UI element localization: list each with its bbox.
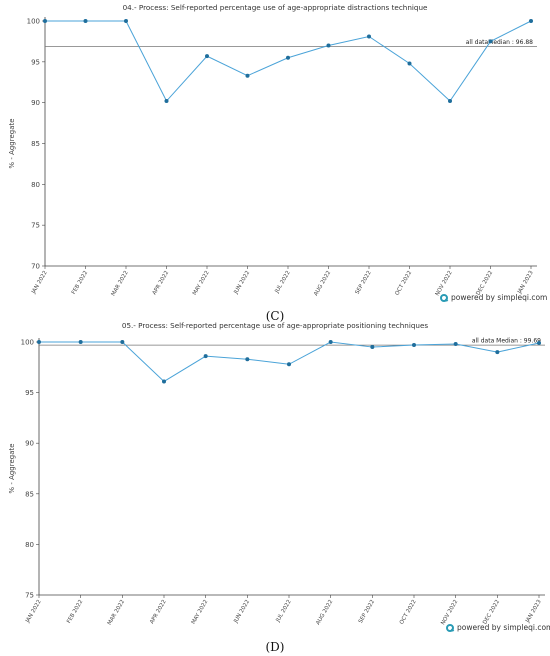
y-tick-label: 100 (21, 339, 34, 347)
powered-by-badge[interactable]: powered by simpleqi.com (446, 623, 550, 632)
data-point (43, 19, 47, 23)
series-line (39, 341, 540, 383)
x-tick-label: OCT 2022 (394, 270, 413, 297)
data-point (407, 61, 412, 66)
data-point (162, 379, 166, 384)
chart-panel-d: 05.- Process: Self-reported percentage u… (0, 318, 550, 656)
y-tick-label: 85 (25, 490, 34, 498)
x-tick-label: MAY 2022 (191, 599, 210, 626)
data-point (287, 362, 291, 367)
data-point (83, 19, 88, 23)
series-line (45, 20, 532, 102)
x-tick-label: OCT 2022 (399, 599, 418, 626)
x-tick-label: FEB 2022 (66, 599, 84, 625)
x-tick-label: FEB 2022 (71, 270, 89, 296)
chart-title: 05.- Process: Self-reported percentage u… (121, 321, 429, 330)
y-tick-label: 75 (25, 592, 34, 600)
x-tick-label: JUN 2022 (233, 270, 251, 296)
y-tick-label: 95 (31, 58, 40, 66)
chart-title: 04.- Process: Self-reported percentage u… (122, 3, 428, 12)
y-axis-label: % - Aggregate (8, 443, 16, 493)
data-point (448, 99, 452, 104)
median-label: all dataMedian : 96.88 (466, 39, 533, 46)
data-point (286, 55, 290, 60)
data-point (245, 357, 250, 362)
x-tick-label: MAY 2022 (192, 270, 211, 297)
x-tick-label: JUL 2022 (275, 599, 293, 624)
y-tick-label: 75 (31, 222, 40, 230)
x-tick-label: MAR 2022 (107, 599, 126, 626)
x-tick-label: APR 2022 (152, 270, 171, 296)
y-axis-label: % - Aggregate (8, 118, 16, 168)
data-point (205, 54, 209, 59)
data-point (488, 39, 493, 44)
x-tick-label: JAN 2022 (24, 599, 42, 625)
data-point (245, 73, 250, 78)
chart-panel-c: 04.- Process: Self-reported percentage u… (0, 0, 550, 328)
x-tick-label: SEP 2022 (355, 270, 373, 296)
y-tick-label: 90 (31, 99, 40, 107)
powered-by-text: powered by simpleqi.com (451, 293, 548, 302)
y-tick-label: 85 (31, 140, 40, 148)
data-point (124, 19, 128, 23)
data-point (37, 340, 41, 344)
x-tick-label: DEC 2022 (482, 599, 501, 626)
y-tick-label: 70 (31, 263, 40, 271)
data-point (164, 99, 169, 104)
x-tick-label: AUG 2022 (313, 270, 332, 297)
y-tick-label: 100 (27, 18, 40, 26)
data-point (370, 345, 375, 350)
y-tick-label: 95 (25, 389, 34, 397)
x-tick-label: JAN 2023 (516, 270, 535, 296)
data-point (495, 350, 500, 355)
figure-caption: (D) (265, 640, 285, 654)
data-point (529, 19, 533, 23)
x-tick-label: AUG 2022 (315, 599, 334, 626)
x-tick-label: MAR 2022 (110, 270, 129, 297)
simpleqi-logo-icon (440, 293, 448, 302)
data-point (453, 342, 458, 347)
powered-by-badge[interactable]: powered by simpleqi.com (440, 293, 547, 302)
x-tick-label: JUN 2022 (233, 599, 251, 625)
data-point (326, 43, 331, 48)
data-point (412, 343, 416, 348)
figure-caption: (C) (265, 309, 285, 323)
data-point (537, 341, 541, 346)
powered-by-text: powered by simpleqi.com (457, 623, 550, 632)
x-tick-label: SEP 2022 (358, 599, 376, 625)
data-point (120, 340, 125, 344)
y-tick-label: 80 (31, 181, 40, 189)
data-point (78, 340, 83, 344)
x-tick-label: JAN 2022 (30, 270, 48, 296)
y-tick-label: 90 (25, 440, 34, 448)
x-tick-label: JUL 2022 (274, 270, 292, 295)
median-label: all data Median : 99.69 (472, 338, 541, 345)
x-tick-label: JAN 2023 (524, 599, 543, 625)
y-tick-label: 80 (25, 541, 34, 549)
data-point (203, 354, 208, 359)
simpleqi-logo-icon (446, 623, 454, 632)
x-tick-label: APR 2022 (149, 599, 168, 625)
data-point (367, 34, 371, 39)
data-point (328, 340, 333, 344)
